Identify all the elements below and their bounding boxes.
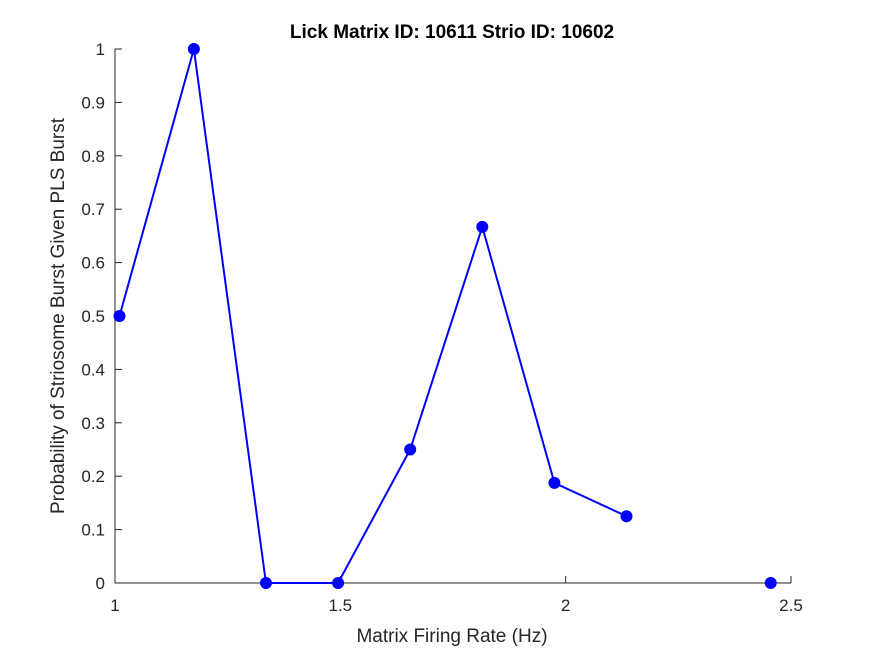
y-axis-ticks: 0 0.1 0.2 0.3 0.4 0.5 0.6 0.7 0.8 0.9 1 [81,40,122,593]
data-point [620,510,633,523]
y-tick-label: 0.5 [81,307,105,326]
y-axis-label: Probability of Striosome Burst Given PLS… [48,117,69,514]
y-tick-label: 0.4 [81,360,105,379]
x-tick-label: 2 [561,596,570,615]
data-point [259,577,272,589]
y-tick-label: 0.1 [81,521,105,540]
y-tick-label: 0.9 [81,93,105,112]
data-point [332,577,345,589]
data-point [548,476,561,489]
x-tick-label: 1.5 [329,596,353,615]
data-point [113,310,126,322]
y-tick-label: 0.8 [81,147,105,166]
data-point [476,220,489,233]
x-axis-ticks: 1 1.5 2 2.5 [110,576,803,615]
chart-title: Lick Matrix ID: 10611 Strio ID: 10602 [290,22,614,43]
x-tick-label: 1 [110,596,119,615]
data-point [764,577,777,589]
plot-series [113,43,777,589]
y-tick-label: 1 [96,40,105,59]
x-axis-label: Matrix Firing Rate (Hz) [356,626,547,647]
y-tick-label: 0.3 [81,414,105,433]
data-point [187,43,200,55]
y-tick-label: 0 [96,574,105,593]
series-line [118,48,627,584]
data-point [404,443,417,456]
y-tick-label: 0.2 [81,467,105,486]
y-tick-label: 0.6 [81,254,105,273]
y-tick-label: 0.7 [81,200,105,219]
x-tick-label: 2.5 [779,596,803,615]
